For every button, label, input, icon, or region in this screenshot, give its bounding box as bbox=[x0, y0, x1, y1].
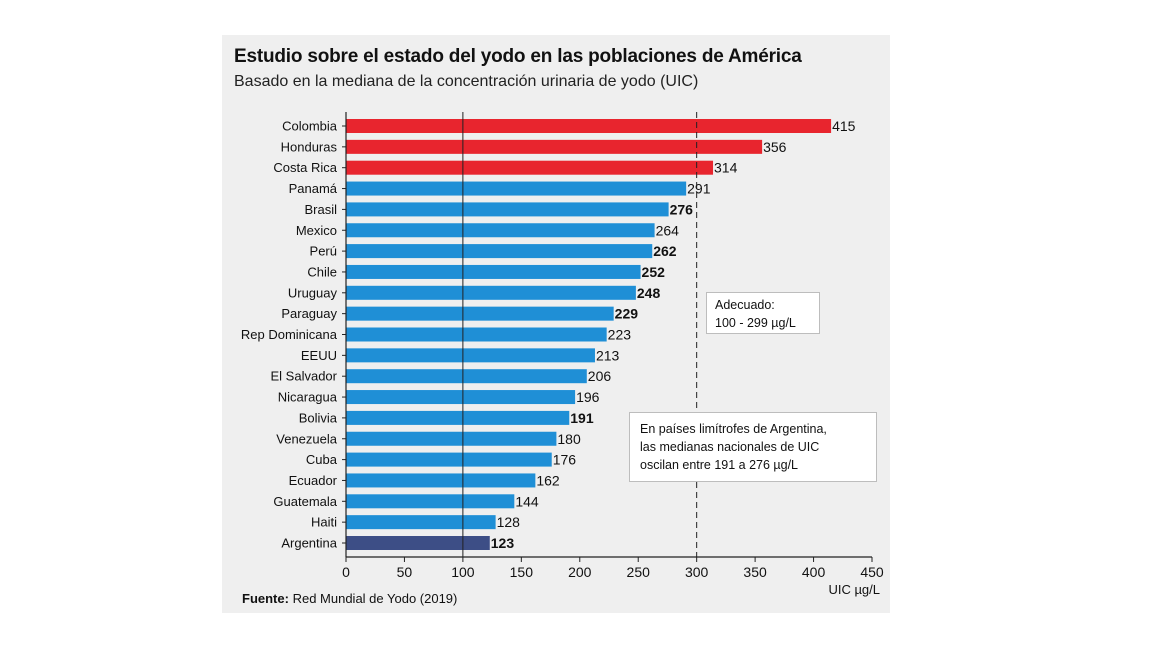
category-label: Bolivia bbox=[299, 410, 338, 425]
category-label: Argentina bbox=[281, 536, 337, 551]
bar bbox=[346, 369, 587, 384]
data-label: 262 bbox=[653, 243, 677, 259]
data-label: 191 bbox=[570, 410, 594, 426]
category-label: Colombia bbox=[282, 119, 338, 134]
source-label: Fuente: bbox=[242, 591, 289, 606]
bar bbox=[346, 285, 636, 300]
category-label: Haiti bbox=[311, 515, 337, 530]
data-label: 223 bbox=[608, 327, 632, 343]
source-text: Red Mundial de Yodo (2019) bbox=[292, 591, 458, 606]
data-label: 276 bbox=[670, 201, 694, 217]
x-tick-label: 250 bbox=[627, 564, 651, 580]
adequate-note-line: Adecuado: bbox=[715, 298, 775, 312]
adequate-note-line: 100 - 299 µg/L bbox=[715, 316, 796, 330]
bar bbox=[346, 348, 595, 363]
bar bbox=[346, 264, 641, 279]
bar bbox=[346, 536, 490, 550]
category-label: Panamá bbox=[289, 181, 338, 196]
x-tick-label: 200 bbox=[568, 564, 592, 580]
category-label: Ecuador bbox=[289, 473, 338, 488]
data-label: 291 bbox=[687, 181, 711, 197]
data-label: 415 bbox=[832, 118, 856, 134]
bar bbox=[346, 306, 614, 321]
bar bbox=[346, 119, 832, 133]
category-label: Paraguay bbox=[281, 306, 337, 321]
bar bbox=[346, 202, 669, 217]
category-label: Rep Dominicana bbox=[241, 327, 338, 342]
bar bbox=[346, 223, 655, 238]
adequate-range-note: Adecuado: 100 - 299 µg/L bbox=[706, 292, 820, 334]
data-label: 144 bbox=[515, 493, 539, 509]
bar bbox=[346, 494, 515, 509]
category-label: Guatemala bbox=[273, 494, 337, 509]
data-label: 196 bbox=[576, 389, 600, 405]
x-tick-label: 450 bbox=[860, 564, 884, 580]
x-tick-label: 150 bbox=[510, 564, 534, 580]
bar bbox=[346, 139, 763, 154]
data-label: 123 bbox=[491, 535, 515, 551]
chart-title: Estudio sobre el estado del yodo en las … bbox=[234, 46, 802, 67]
bar bbox=[346, 244, 653, 259]
data-label: 128 bbox=[497, 514, 521, 530]
category-label: Nicaragua bbox=[278, 390, 338, 405]
category-label: El Salvador bbox=[271, 369, 338, 384]
data-label: 248 bbox=[637, 285, 661, 301]
data-label: 229 bbox=[615, 306, 639, 322]
bar bbox=[346, 160, 714, 175]
category-label: Cuba bbox=[306, 452, 338, 467]
bar bbox=[346, 431, 557, 446]
category-label: Chile bbox=[307, 264, 337, 279]
x-tick-label: 400 bbox=[802, 564, 826, 580]
category-label: Venezuela bbox=[276, 431, 337, 446]
neighbor-note-line: En países limítrofes de Argentina, bbox=[640, 422, 827, 436]
category-label: Costa Rica bbox=[273, 160, 337, 175]
bar bbox=[346, 390, 576, 405]
x-tick-label: 300 bbox=[685, 564, 709, 580]
category-label: Perú bbox=[310, 244, 337, 259]
neighbor-note-line: oscilan entre 191 a 276 µg/L bbox=[640, 458, 799, 472]
data-label: 213 bbox=[596, 347, 620, 363]
x-tick-label: 0 bbox=[342, 564, 350, 580]
source-note: Fuente: Red Mundial de Yodo (2019) bbox=[242, 591, 457, 606]
data-label: 264 bbox=[656, 222, 680, 238]
bar bbox=[346, 452, 552, 467]
category-label: Uruguay bbox=[288, 285, 338, 300]
neighbor-note-line: las medianas nacionales de UIC bbox=[640, 440, 820, 454]
data-label: 252 bbox=[642, 264, 666, 280]
data-label: 206 bbox=[588, 368, 612, 384]
bar bbox=[346, 181, 687, 196]
bar bbox=[346, 473, 536, 488]
x-axis-title: UIC µg/L bbox=[828, 582, 880, 597]
bar bbox=[346, 327, 607, 342]
x-tick-label: 50 bbox=[397, 564, 413, 580]
x-tick-label: 100 bbox=[451, 564, 475, 580]
x-tick-label: 350 bbox=[743, 564, 767, 580]
category-label: Brasil bbox=[304, 202, 337, 217]
category-label: Honduras bbox=[281, 139, 338, 154]
category-label: Mexico bbox=[296, 223, 337, 238]
category-label: EEUU bbox=[301, 348, 337, 363]
data-label: 180 bbox=[557, 431, 581, 447]
data-label: 176 bbox=[553, 452, 577, 468]
data-label: 356 bbox=[763, 139, 787, 155]
neighbor-countries-note: En países limítrofes de Argentina, las m… bbox=[629, 412, 877, 482]
chart-subtitle: Basado en la mediana de la concentración… bbox=[234, 73, 699, 90]
data-label: 314 bbox=[714, 160, 738, 176]
bar bbox=[346, 410, 570, 425]
bar bbox=[346, 515, 496, 530]
data-label: 162 bbox=[536, 472, 560, 488]
